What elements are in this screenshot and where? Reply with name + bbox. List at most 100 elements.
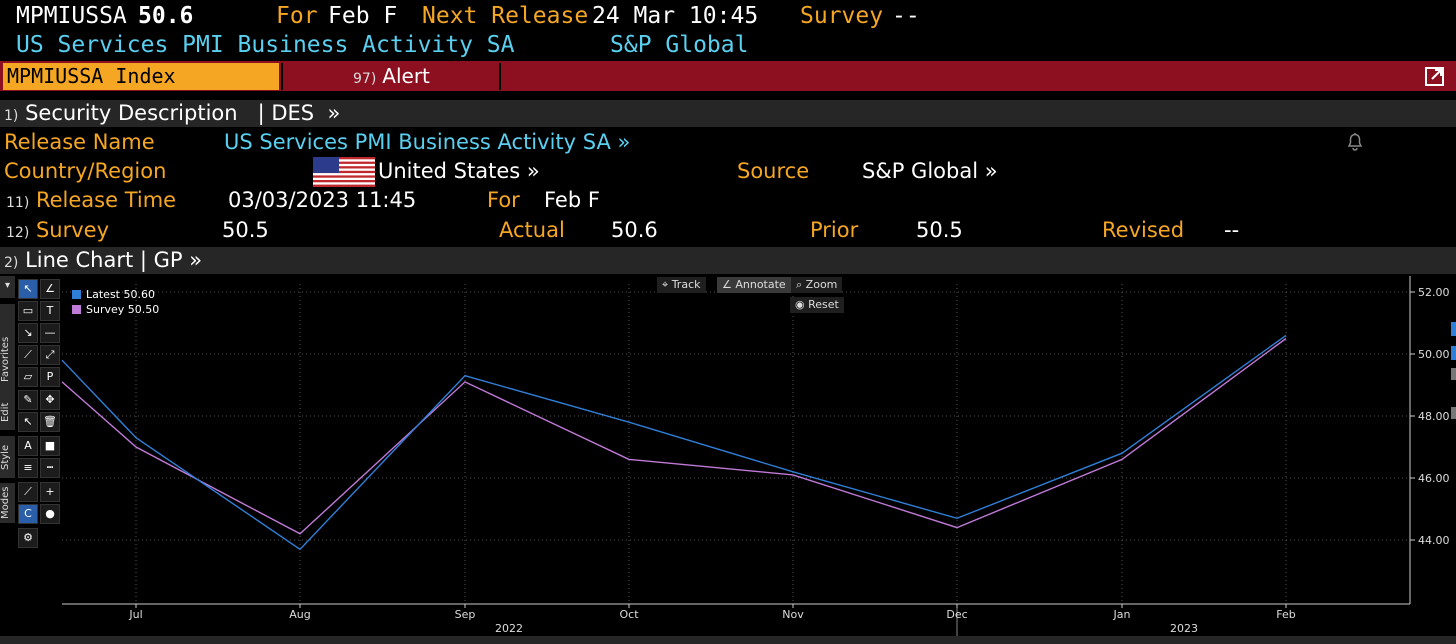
- release-time-value: 03/03/2023 11:45: [228, 188, 417, 212]
- x-tick-label: Sep: [455, 608, 476, 621]
- trash-icon[interactable]: 🗑: [40, 412, 60, 432]
- ticker-tab[interactable]: MPMIUSSA Index: [3, 63, 279, 90]
- reset-button[interactable]: ◉ Reset: [790, 297, 844, 313]
- reset-label: Reset: [808, 298, 839, 311]
- toolbar-collapse-icon[interactable]: ▾: [0, 276, 15, 298]
- des-section-header[interactable]: 1) Security Description | DES »: [0, 100, 1456, 127]
- trend-line-icon[interactable]: ⟋: [18, 345, 38, 365]
- chart-legend: Latest 50.60 Survey 50.50: [72, 287, 159, 317]
- country-label: Country/Region: [4, 159, 167, 183]
- survey-num: 12): [6, 225, 30, 241]
- alert-num: 97): [353, 71, 377, 87]
- us-flag-icon: [313, 157, 375, 187]
- bell-icon[interactable]: [1344, 130, 1366, 152]
- release-time-label: Release Time: [35, 188, 177, 212]
- year-label-2022: 2022: [495, 622, 523, 635]
- series-line-survey: [61, 337, 1287, 535]
- text-percent-icon[interactable]: T: [40, 301, 60, 321]
- channel-icon[interactable]: ▱: [18, 367, 38, 387]
- source-link[interactable]: S&P Global »: [862, 159, 998, 183]
- source-label: Source: [737, 159, 810, 183]
- y-tick-label: 48.00: [1418, 410, 1450, 423]
- x-tick-label: Dec: [946, 608, 967, 621]
- ray-icon[interactable]: ⤢: [40, 345, 60, 365]
- next-release-label: Next Release: [422, 3, 589, 29]
- move-icon[interactable]: ✥: [40, 390, 60, 410]
- detail-for-label: For: [487, 188, 520, 212]
- actual-value: 50.6: [611, 218, 658, 242]
- legend-item-survey[interactable]: Survey 50.50: [72, 302, 159, 317]
- fill-color-icon[interactable]: ■: [40, 436, 60, 456]
- next-release-value: 24 Mar 10:45: [592, 3, 759, 29]
- settings-gear-icon[interactable]: ⚙: [18, 528, 38, 548]
- detail-for-value: Feb F: [544, 188, 600, 212]
- last-value-marker: [1451, 368, 1456, 380]
- last-value: 50.6: [138, 3, 194, 29]
- cursor-icon[interactable]: ↖: [18, 279, 38, 299]
- y-tick-label: 44.00: [1418, 534, 1450, 547]
- release-name-label: Release Name: [4, 130, 155, 154]
- chart-label: Line Chart | GP »: [25, 248, 203, 272]
- tab-modes[interactable]: Modes: [0, 483, 15, 523]
- y-tick-label: 46.00: [1418, 472, 1450, 485]
- tab-edit[interactable]: Edit: [0, 394, 15, 430]
- arrow-icon[interactable]: ↘: [18, 323, 38, 343]
- x-tick-label: Oct: [619, 608, 639, 621]
- line-weight-icon[interactable]: ≡: [18, 458, 38, 478]
- select-icon[interactable]: ↖: [18, 412, 38, 432]
- x-tick-label: Jul: [128, 608, 142, 621]
- prior-label: Prior: [810, 218, 859, 242]
- legend-survey-value: 50.50: [127, 303, 160, 316]
- last-value-marker: [1451, 322, 1456, 336]
- x-tick-label: Nov: [782, 608, 804, 621]
- release-name-link[interactable]: US Services PMI Business Activity SA »: [224, 130, 631, 154]
- legend-swatch-survey: [72, 305, 81, 314]
- horizontal-line-icon[interactable]: —: [40, 323, 60, 343]
- survey-label: Survey: [800, 3, 884, 29]
- y-tick-label: 52.00: [1418, 286, 1450, 299]
- release-time-num: 11): [6, 195, 30, 211]
- for-value: Feb F: [328, 3, 398, 29]
- annotate-icon: ∠: [722, 278, 736, 291]
- track-icon: ⌖: [662, 278, 672, 291]
- pencil-icon[interactable]: ✎: [18, 390, 38, 410]
- palette-icon[interactable]: ●: [40, 504, 60, 524]
- legend-swatch-latest: [72, 290, 81, 299]
- y-tick-label: 50.00: [1418, 348, 1450, 361]
- zoom-label: Zoom: [805, 278, 838, 291]
- alert-button[interactable]: 97) Alert: [281, 63, 501, 90]
- detail-survey-value: 50.5: [222, 218, 269, 242]
- series-line-latest: [61, 334, 1287, 551]
- chart-section-header[interactable]: 2) Line Chart | GP »: [0, 247, 1456, 274]
- x-tick-label: Aug: [289, 608, 310, 621]
- release-time-row[interactable]: 11) Release Time: [6, 188, 176, 212]
- year-label-2023: 2023: [1170, 622, 1198, 635]
- ruler-icon[interactable]: ⟋: [18, 482, 38, 502]
- x-tick-label: Feb: [1276, 608, 1295, 621]
- crosshair-icon[interactable]: +: [40, 482, 60, 502]
- x-tick-label: Jan: [1113, 608, 1131, 621]
- font-icon[interactable]: A: [18, 436, 38, 456]
- country-link[interactable]: United States »: [378, 159, 540, 183]
- line-chart[interactable]: 52.00 50.00 48.00 46.00 44.00 Jul Aug Sep Oct Nov…: [0, 276, 1456, 636]
- legend-latest-name: Latest: [86, 288, 120, 301]
- track-button[interactable]: ⌖ Track: [657, 277, 706, 293]
- rectangle-icon[interactable]: ▭: [18, 301, 38, 321]
- expand-icon[interactable]: [1424, 65, 1446, 87]
- price-label-icon[interactable]: P: [40, 367, 60, 387]
- magnet-icon[interactable]: C: [18, 504, 38, 524]
- header-source: S&P Global: [610, 32, 749, 58]
- legend-survey-name: Survey: [86, 303, 125, 316]
- legend-item-latest[interactable]: Latest 50.60: [72, 287, 159, 302]
- tab-style[interactable]: Style: [0, 436, 15, 478]
- draw-line-icon[interactable]: ∠: [40, 279, 60, 299]
- annotate-button[interactable]: ∠ Annotate: [717, 277, 791, 293]
- alert-label: Alert: [382, 64, 430, 88]
- zoom-button[interactable]: ⌕ Zoom: [791, 277, 843, 293]
- news-section-header[interactable]: [0, 636, 1456, 644]
- actual-label: Actual: [499, 218, 565, 242]
- track-label: Track: [671, 278, 701, 291]
- line-style-icon[interactable]: ┅: [40, 458, 60, 478]
- revised-value: --: [1224, 218, 1240, 242]
- survey-row[interactable]: 12) Survey: [6, 218, 109, 242]
